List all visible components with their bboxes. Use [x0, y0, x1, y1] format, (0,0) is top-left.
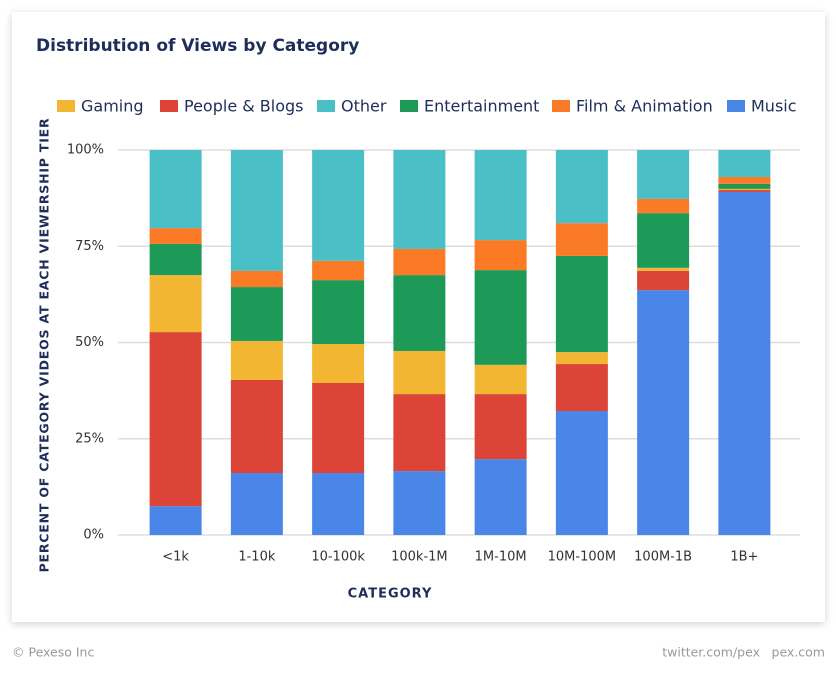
legend-label: Other	[341, 97, 387, 116]
bar-segment	[230, 379, 283, 474]
bar-segment	[718, 183, 771, 189]
x-tick-label: 100M-1B	[634, 550, 692, 565]
bar-segment	[474, 240, 527, 271]
bar-segment	[393, 275, 446, 351]
bar-segment	[718, 190, 771, 192]
bar-segment	[555, 411, 608, 535]
bar-segment	[230, 473, 283, 535]
bar-segment	[555, 255, 608, 353]
legend-label: Gaming	[81, 97, 144, 116]
y-tick-label: 0%	[83, 528, 104, 543]
x-tick-label: <1k	[162, 550, 189, 565]
bar-segment	[393, 150, 446, 249]
bar-segment	[555, 352, 608, 365]
bar-segment	[393, 350, 446, 395]
y-axis-label: PERCENT OF CATEGORY VIDEOS AT EACH VIEWE…	[37, 118, 52, 573]
bar-segment	[230, 287, 283, 341]
x-tick-label: 1M-10M	[475, 550, 527, 565]
legend-label: People & Blogs	[184, 97, 304, 116]
legend-label: Music	[751, 97, 797, 116]
y-tick-label: 50%	[75, 335, 104, 350]
bar-segment	[149, 150, 202, 229]
bar-segment	[555, 364, 608, 412]
legend-label: Film & Animation	[576, 97, 713, 116]
bar-segment	[718, 191, 771, 535]
y-tick-label: 25%	[75, 431, 104, 446]
bar-segment	[474, 270, 527, 365]
bar-segment	[230, 340, 283, 380]
legend-swatch	[160, 100, 178, 112]
x-tick-label: 10M-100M	[548, 550, 616, 565]
x-axis-label: CATEGORY	[348, 587, 433, 602]
bar-segment	[637, 198, 690, 214]
bar-segment	[230, 150, 283, 271]
chart-title: Distribution of Views by Category	[36, 36, 359, 56]
site-link: pex.com	[772, 645, 825, 660]
legend-swatch	[400, 100, 418, 112]
bar-segment	[637, 267, 690, 271]
bar-segment	[393, 394, 446, 472]
bar-segment	[149, 243, 202, 276]
bar-segment	[312, 344, 365, 383]
bar-segment	[718, 150, 771, 177]
bar-segment	[312, 280, 365, 345]
legend-label: Entertainment	[424, 97, 539, 116]
bar-segment	[474, 394, 527, 460]
bar-segment	[637, 150, 690, 199]
bar-segment	[718, 188, 771, 191]
bar-segment	[555, 223, 608, 256]
x-tick-label: 1B+	[730, 550, 758, 565]
bar-segment	[637, 213, 690, 268]
bar-segment	[149, 228, 202, 244]
bar-segment	[637, 270, 690, 291]
bar-segment	[474, 150, 527, 241]
bar-segment	[312, 260, 365, 281]
x-tick-label: 10-100k	[311, 550, 365, 565]
bar-segment	[393, 471, 446, 535]
twitter-link: twitter.com/pex	[662, 645, 760, 660]
bar-segment	[312, 382, 365, 474]
bar-segment	[718, 176, 771, 184]
bar-segment	[149, 275, 202, 333]
x-tick-label: 100k-1M	[391, 550, 448, 565]
bar-segment	[312, 473, 365, 535]
bar-segment	[474, 364, 527, 395]
bar-segment	[149, 332, 202, 507]
bar-segment	[474, 459, 527, 535]
legend-swatch	[552, 100, 570, 112]
y-tick-label: 75%	[75, 239, 104, 254]
x-tick-label: 1-10k	[238, 550, 276, 565]
bar-segment	[149, 506, 202, 535]
bar-segment	[230, 270, 283, 288]
bar-segment	[393, 248, 446, 276]
copyright: © Pexeso Inc	[12, 645, 94, 660]
legend-swatch	[317, 100, 335, 112]
legend-swatch	[727, 100, 745, 112]
bar-segment	[637, 290, 690, 535]
y-tick-label: 100%	[67, 143, 104, 158]
bar-segment	[312, 150, 365, 261]
bar-segment	[555, 150, 608, 224]
legend-swatch	[57, 100, 75, 112]
